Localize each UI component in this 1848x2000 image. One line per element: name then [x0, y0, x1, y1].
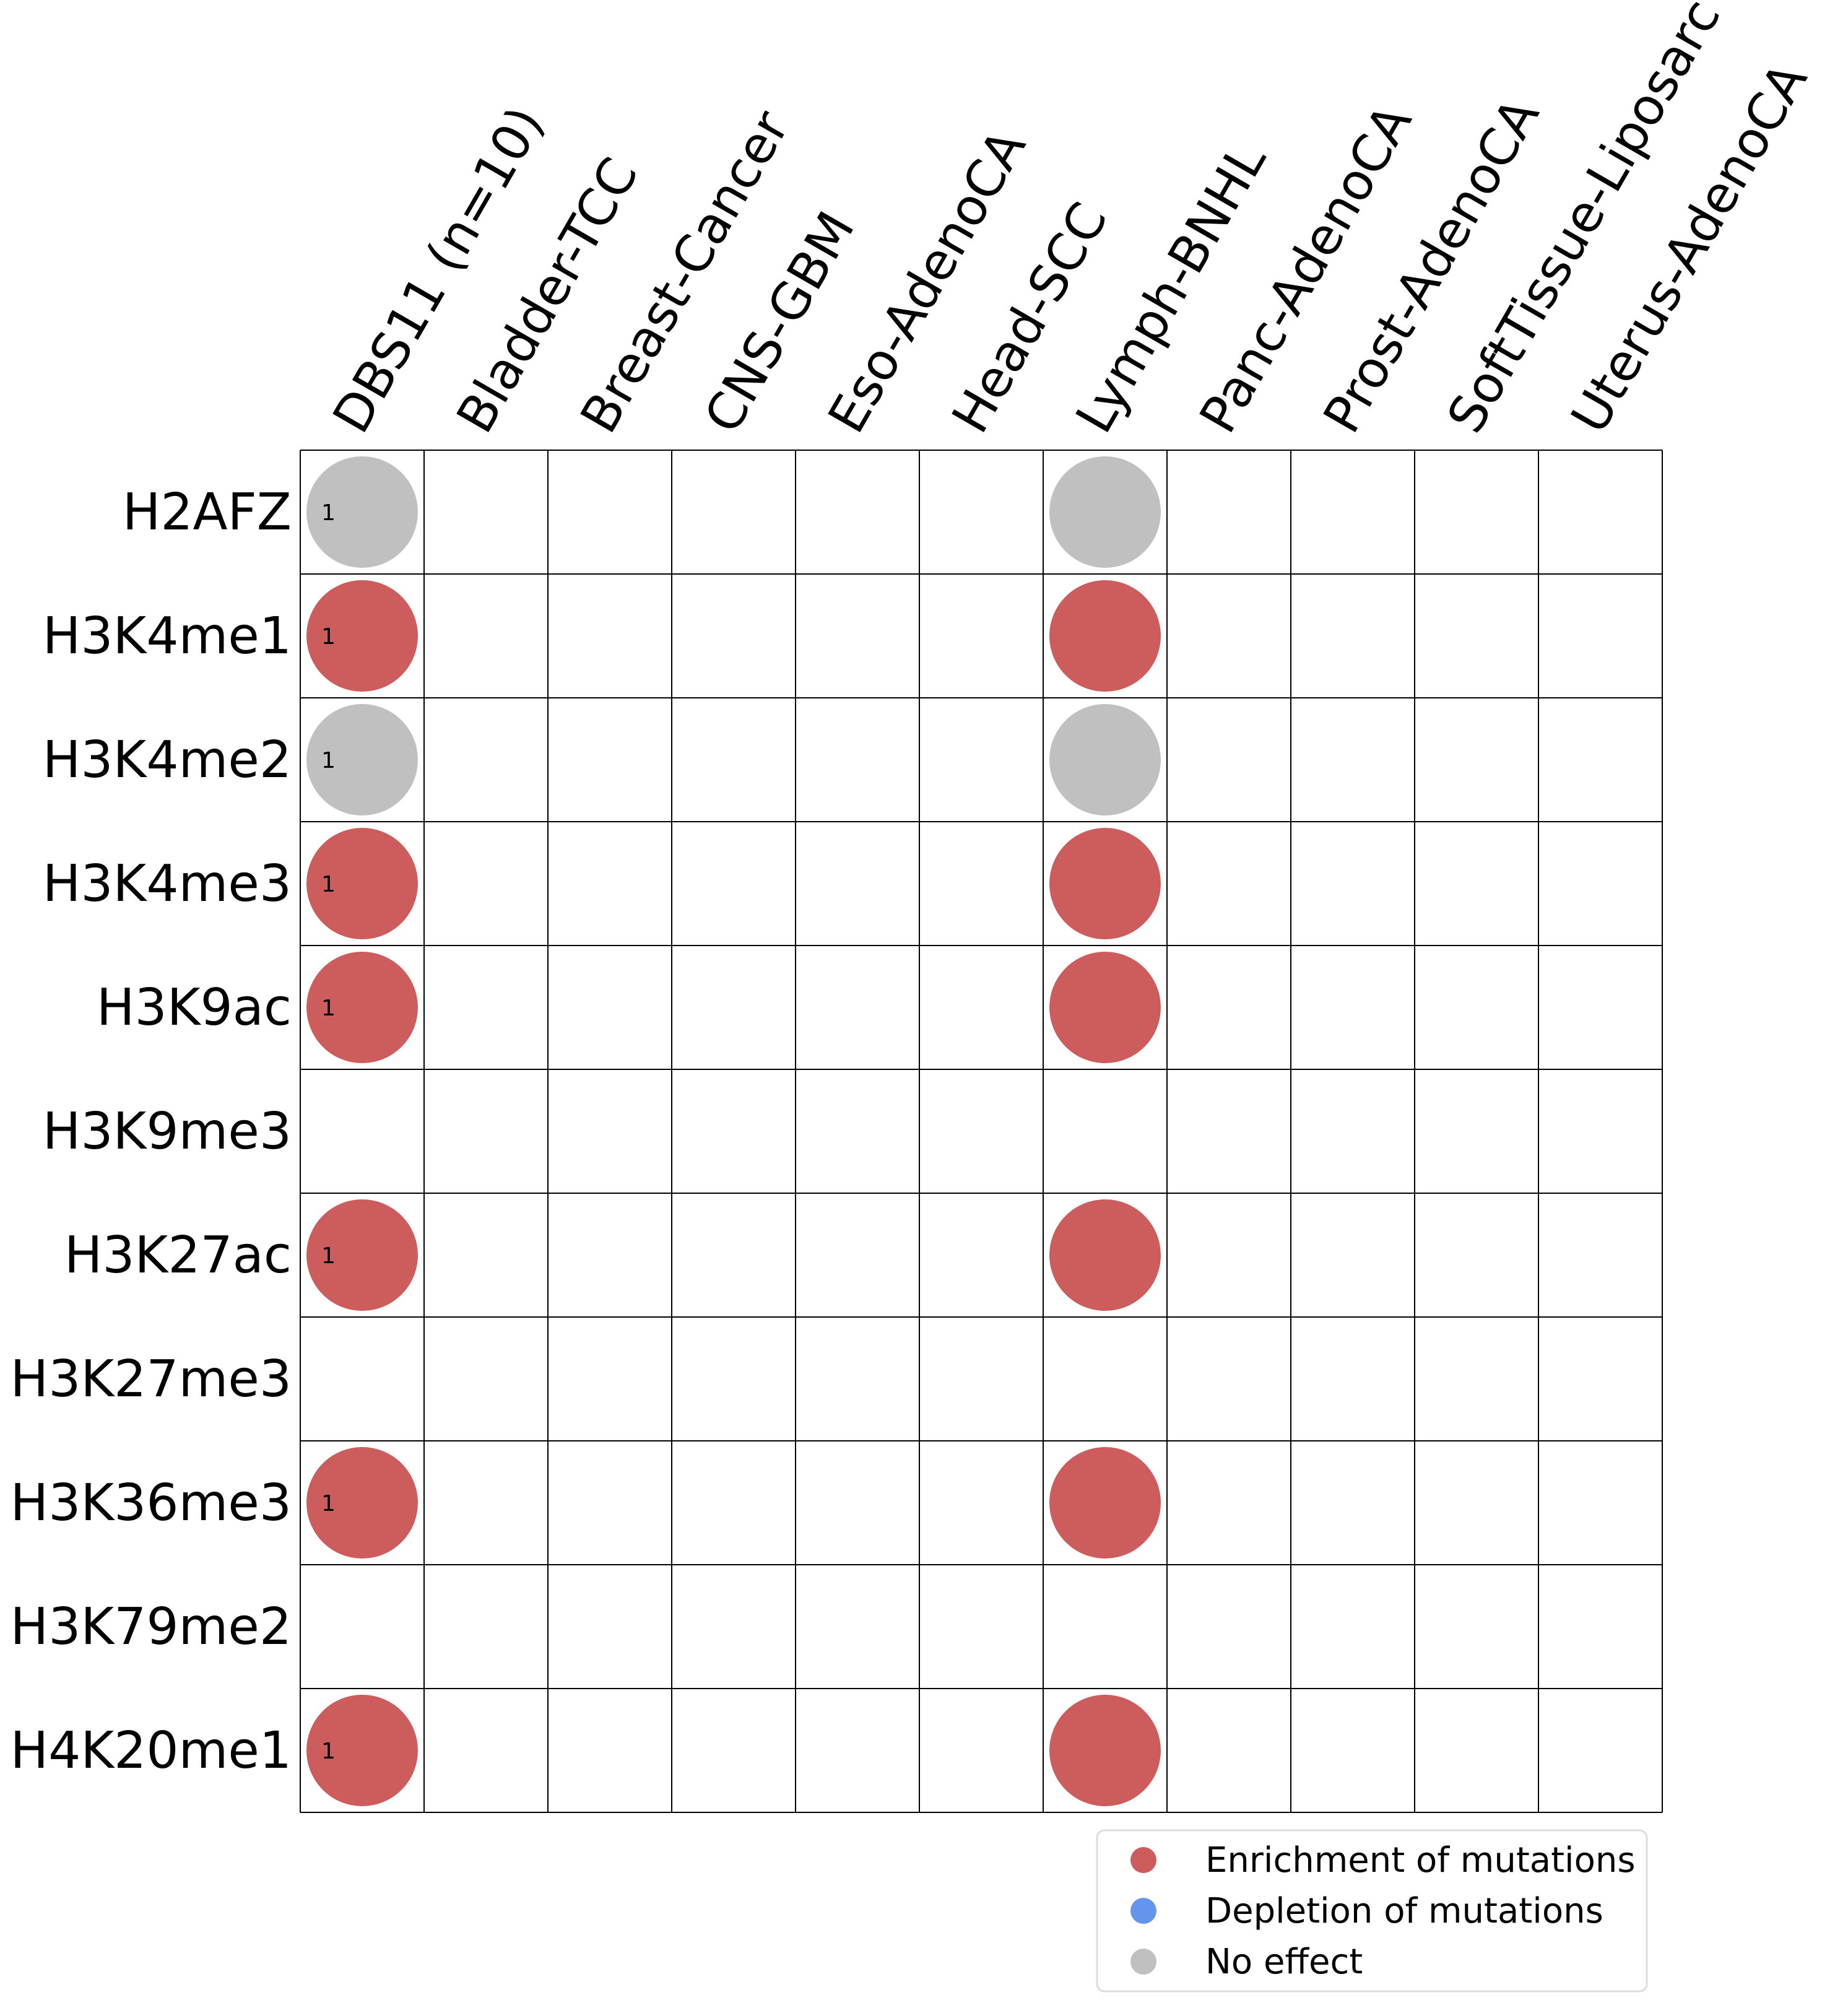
- row-label: H3K4me2: [43, 731, 292, 789]
- heatmap-cell-circle: [306, 1695, 418, 1806]
- row-label: H2AFZ: [123, 483, 292, 542]
- legend-marker: [1130, 1847, 1156, 1873]
- row-label: H4K20me1: [11, 1721, 292, 1780]
- column-labels: DBS11 (n=10)Bladder-TCCBreast-CancerCNS-…: [322, 0, 1819, 443]
- row-label: H3K36me3: [11, 1474, 292, 1533]
- heatmap-cell-circle: [1049, 1695, 1161, 1806]
- heatmap-cell-circle: [306, 580, 418, 692]
- heatmap-cell-circle: [306, 704, 418, 815]
- legend-marker: [1130, 1898, 1156, 1924]
- legend-label: Enrichment of mutations: [1205, 1840, 1636, 1880]
- row-label: H3K27me3: [11, 1350, 292, 1409]
- legend-marker: [1130, 1949, 1156, 1975]
- heatmap-cell-circle: [306, 456, 418, 568]
- heatmap-cell-circle: [306, 952, 418, 1063]
- heatmap-cell-circle: [1049, 704, 1161, 815]
- row-labels: H2AFZ H3K4me1 H3K4me2 H3K4me3 H3K9ac H3K9me3 H…: [11, 483, 292, 1780]
- row-label: H3K9ac: [97, 978, 292, 1037]
- row-label: H3K4me1: [43, 607, 292, 666]
- cell-count-label: 1: [321, 1739, 336, 1764]
- grid-layer: [300, 450, 1663, 1813]
- legend-label: No effect: [1205, 1942, 1363, 1982]
- cell-count-label: 1: [321, 872, 336, 897]
- legend: Enrichment of mutations Depletion of muta…: [1096, 1829, 1648, 1993]
- legend-label: Depletion of mutations: [1205, 1891, 1603, 1931]
- heatmap-cell-circle: [306, 1447, 418, 1559]
- row-label: H3K79me2: [11, 1598, 292, 1656]
- heatmap-cell-circle: [306, 1199, 418, 1311]
- heatmap-cell-circle: [1049, 456, 1161, 568]
- circle-layer: 1 1 1 1 1 1 1 1: [306, 456, 1161, 1806]
- row-label: H3K4me3: [43, 854, 292, 913]
- cell-count-label: 1: [321, 624, 336, 650]
- row-label: H3K27ac: [64, 1226, 292, 1285]
- heatmap-cell-circle: [306, 828, 418, 939]
- heatmap-cell-circle: [1049, 952, 1161, 1063]
- cell-count-label: 1: [321, 500, 336, 526]
- heatmap-cell-circle: [1049, 1447, 1161, 1559]
- cell-count-label: 1: [321, 1243, 336, 1269]
- row-label: H3K9me3: [43, 1102, 292, 1161]
- heatmap-cell-circle: [1049, 1199, 1161, 1311]
- legend-frame: [1096, 1829, 1648, 1993]
- heatmap-cell-circle: [1049, 828, 1161, 939]
- cell-count-label: 1: [321, 996, 336, 1021]
- heatmap-cell-circle: [1049, 580, 1161, 692]
- cell-count-label: 1: [321, 1491, 336, 1516]
- cell-count-label: 1: [321, 748, 336, 773]
